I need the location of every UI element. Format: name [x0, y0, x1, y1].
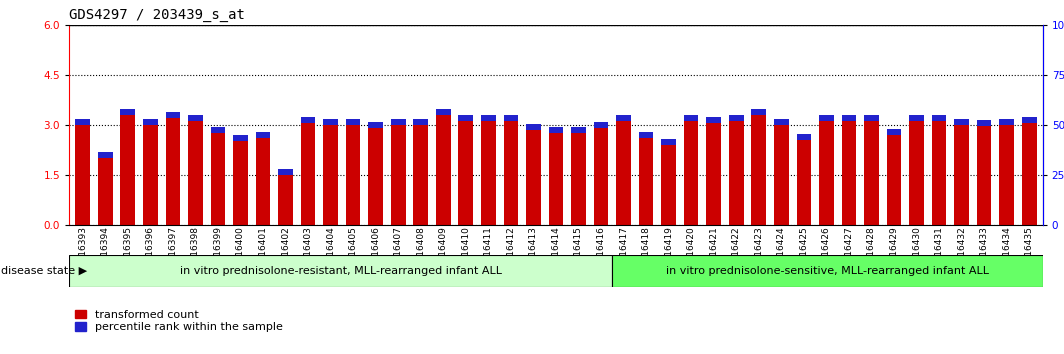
- Bar: [864, 121, 879, 225]
- Bar: [436, 115, 450, 225]
- Bar: [886, 135, 901, 225]
- Bar: [910, 115, 924, 121]
- Bar: [571, 127, 586, 133]
- Bar: [459, 121, 473, 225]
- Bar: [76, 119, 90, 125]
- Bar: [166, 112, 180, 118]
- Bar: [188, 121, 202, 225]
- Bar: [69, 255, 612, 287]
- Bar: [842, 115, 857, 121]
- Bar: [571, 133, 586, 225]
- Bar: [211, 133, 226, 225]
- Bar: [368, 128, 383, 225]
- Bar: [977, 126, 992, 225]
- Bar: [436, 109, 450, 115]
- Bar: [233, 136, 248, 142]
- Bar: [143, 125, 157, 225]
- Bar: [233, 142, 248, 225]
- Bar: [481, 121, 496, 225]
- Bar: [526, 124, 541, 130]
- Bar: [594, 122, 609, 128]
- Text: GDS4297 / 203439_s_at: GDS4297 / 203439_s_at: [69, 8, 245, 22]
- Bar: [549, 133, 563, 225]
- Bar: [932, 115, 946, 121]
- Bar: [481, 115, 496, 121]
- Legend: transformed count, percentile rank within the sample: transformed count, percentile rank withi…: [74, 310, 283, 332]
- Bar: [255, 132, 270, 138]
- Bar: [549, 127, 563, 133]
- Bar: [211, 127, 226, 133]
- Bar: [390, 125, 405, 225]
- Bar: [932, 121, 946, 225]
- Bar: [886, 129, 901, 135]
- Bar: [301, 123, 315, 225]
- Bar: [368, 122, 383, 128]
- Bar: [143, 119, 157, 125]
- Bar: [323, 119, 338, 125]
- Bar: [594, 128, 609, 225]
- Bar: [414, 125, 428, 225]
- Text: in vitro prednisolone-resistant, MLL-rearranged infant ALL: in vitro prednisolone-resistant, MLL-rea…: [180, 266, 502, 276]
- Text: in vitro prednisolone-sensitive, MLL-rearranged infant ALL: in vitro prednisolone-sensitive, MLL-rea…: [666, 266, 990, 276]
- Bar: [1021, 117, 1036, 123]
- Bar: [954, 119, 969, 125]
- Bar: [120, 109, 135, 115]
- Bar: [729, 115, 744, 121]
- Bar: [638, 132, 653, 138]
- Bar: [616, 115, 631, 121]
- Bar: [751, 115, 766, 225]
- Bar: [662, 145, 676, 225]
- Bar: [98, 152, 113, 158]
- Bar: [503, 115, 518, 121]
- Bar: [999, 125, 1014, 225]
- Bar: [414, 119, 428, 125]
- Bar: [954, 125, 969, 225]
- Bar: [278, 175, 293, 225]
- Bar: [662, 139, 676, 145]
- Bar: [774, 119, 788, 125]
- Bar: [842, 121, 857, 225]
- Bar: [706, 117, 721, 123]
- Bar: [76, 125, 90, 225]
- Bar: [526, 130, 541, 225]
- Bar: [1021, 123, 1036, 225]
- Bar: [278, 169, 293, 175]
- Bar: [166, 118, 180, 225]
- Bar: [98, 158, 113, 225]
- Bar: [774, 125, 788, 225]
- Bar: [706, 123, 721, 225]
- Bar: [797, 140, 811, 225]
- Bar: [751, 109, 766, 115]
- Bar: [864, 115, 879, 121]
- Bar: [612, 255, 1043, 287]
- Bar: [729, 121, 744, 225]
- Bar: [977, 120, 992, 126]
- Bar: [188, 115, 202, 121]
- Bar: [638, 138, 653, 225]
- Bar: [346, 125, 361, 225]
- Bar: [120, 115, 135, 225]
- Bar: [323, 125, 338, 225]
- Bar: [684, 115, 698, 121]
- Bar: [346, 119, 361, 125]
- Bar: [999, 119, 1014, 125]
- Bar: [819, 115, 834, 121]
- Bar: [503, 121, 518, 225]
- Bar: [255, 138, 270, 225]
- Bar: [301, 117, 315, 123]
- Bar: [819, 121, 834, 225]
- Bar: [390, 119, 405, 125]
- Text: disease state ▶: disease state ▶: [1, 266, 87, 276]
- Bar: [616, 121, 631, 225]
- Bar: [459, 115, 473, 121]
- Bar: [910, 121, 924, 225]
- Bar: [797, 134, 811, 140]
- Bar: [684, 121, 698, 225]
